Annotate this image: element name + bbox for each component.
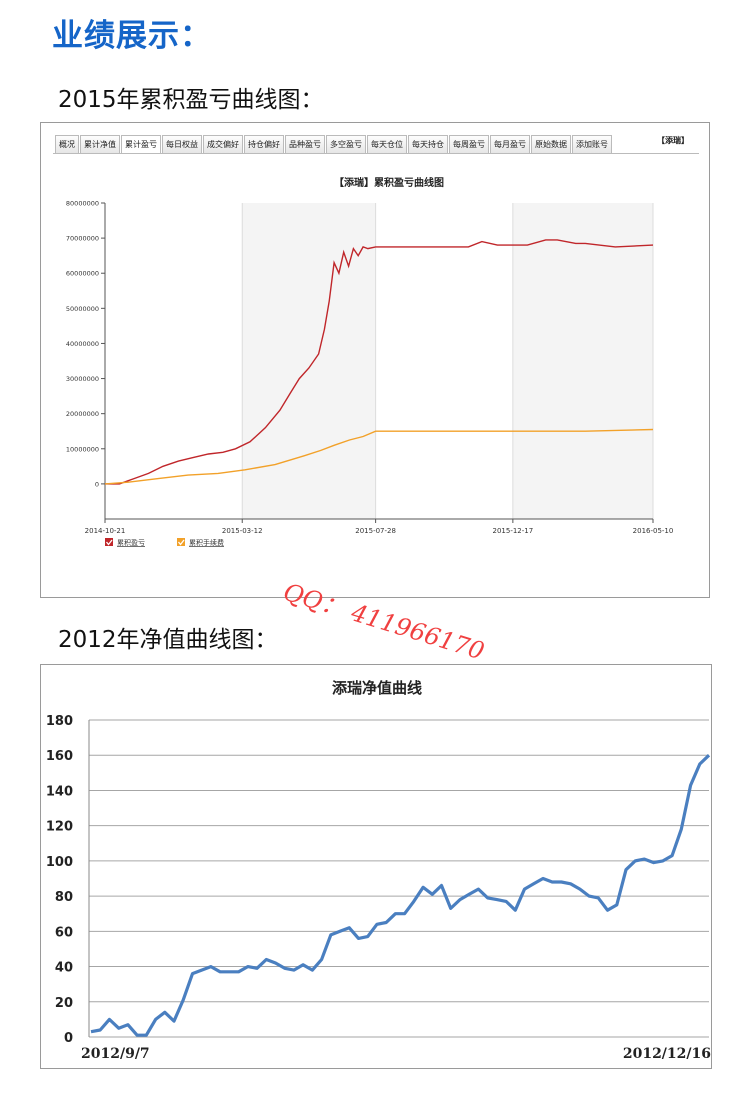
nav-curve-panel: 添瑞净值曲线 180 160 140 120 100 80 60 40 20 0 2012/9/7 20… bbox=[40, 664, 712, 1069]
legend-check-icon bbox=[177, 539, 185, 546]
x-tick-label: 2015-07-28 bbox=[355, 527, 396, 535]
account-label: 【添瑞】 bbox=[657, 136, 689, 145]
x-tick-label: 2014-10-21 bbox=[85, 527, 126, 535]
grid-band bbox=[512, 203, 653, 519]
y-tick-label: 10000000 bbox=[66, 445, 99, 453]
y-tick-label: 80000000 bbox=[66, 200, 99, 208]
y-tick-label: 40 bbox=[55, 961, 73, 976]
x-tick-label: 2016-05-10 bbox=[633, 527, 674, 535]
grid-band bbox=[242, 203, 376, 519]
y-tick-label: 60 bbox=[55, 925, 73, 940]
y-tick-label: 160 bbox=[46, 749, 73, 764]
x-start-label: 2012/9/7 bbox=[81, 1046, 150, 1062]
chart-title: 添瑞净值曲线 bbox=[332, 679, 422, 697]
y-tick-label: 50000000 bbox=[66, 305, 99, 313]
y-tick-label: 20 bbox=[55, 996, 73, 1011]
legend-check-icon bbox=[105, 539, 113, 546]
legend-swatch bbox=[105, 538, 113, 546]
nav-series-line bbox=[90, 754, 711, 1037]
y-tick-label: 20000000 bbox=[66, 410, 99, 418]
tab-8[interactable]: 每天仓位 bbox=[367, 135, 407, 154]
cumulative-pnl-chart: 【添瑞】累积盈亏曲线图 80000000 70000000 60000000 50000… bbox=[66, 176, 674, 547]
nav-curve-subtitle: 2012年净值曲线图： bbox=[58, 627, 278, 653]
series-line-0 bbox=[105, 239, 654, 485]
x-tick-label: 2015-12-17 bbox=[493, 527, 534, 535]
x-end-label: 2012/12/16 bbox=[623, 1046, 711, 1062]
nav-curve-chart: 添瑞净值曲线 180 160 140 120 100 80 60 40 20 0 2012/9/7 20… bbox=[46, 679, 711, 1062]
y-tick-label: 30000000 bbox=[66, 375, 99, 383]
cumulative-pnl-subtitle: 2015年累积盈亏曲线图： bbox=[58, 87, 324, 113]
chart-title: 【添瑞】累积盈亏曲线图 bbox=[334, 176, 444, 189]
y-tick-label: 40000000 bbox=[66, 340, 99, 348]
legend-label: 累积手续费 bbox=[189, 538, 224, 547]
x-tick-label: 2015-03-12 bbox=[222, 527, 263, 535]
y-tick-label: 0 bbox=[95, 480, 99, 488]
y-tick-label: 0 bbox=[64, 1031, 73, 1046]
tab-7[interactable]: 多空盈亏 bbox=[326, 135, 366, 154]
series-line-1 bbox=[104, 428, 654, 485]
tab-1[interactable]: 累计净值 bbox=[80, 135, 120, 154]
cumulative-pnl-panel: 概况 累计净值 累计盈亏 每日权益 成交偏好 持仓偏好 品种盈亏 多空盈亏 每天仓位 每天持仓 每周… bbox=[40, 122, 710, 598]
tab-divider bbox=[53, 153, 699, 154]
legend-label: 累积盈亏 bbox=[117, 538, 145, 547]
y-tick-label: 140 bbox=[46, 784, 73, 799]
y-tick-label: 70000000 bbox=[66, 235, 99, 243]
page-heading: 业绩展示： bbox=[52, 18, 212, 54]
y-tick-label: 80 bbox=[55, 890, 73, 905]
legend-swatch bbox=[177, 538, 185, 546]
y-tick-label: 60000000 bbox=[66, 270, 99, 278]
y-tick-label: 180 bbox=[46, 714, 73, 729]
y-tick-label: 120 bbox=[46, 820, 73, 835]
tab-12[interactable]: 原始数据 bbox=[531, 135, 571, 154]
y-tick-label: 100 bbox=[46, 855, 73, 870]
